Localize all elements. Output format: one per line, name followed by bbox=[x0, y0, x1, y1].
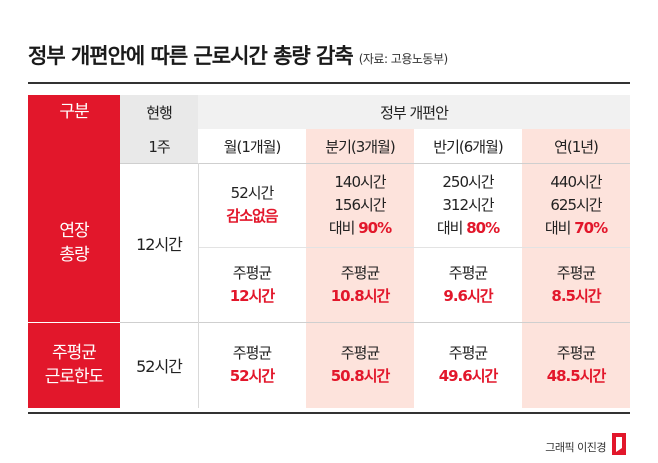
header-period-half: 반기(6개월) bbox=[414, 129, 522, 163]
header-category: 구분 bbox=[28, 95, 120, 129]
header-category-label: 구분 bbox=[59, 102, 89, 122]
overtime-total-month: 52시간 감소없음 bbox=[198, 163, 306, 247]
row-label-work-limit: 주평균 근로한도 bbox=[28, 322, 120, 408]
publisher-logo-icon bbox=[612, 433, 626, 455]
header-current: 현행 bbox=[120, 95, 198, 129]
header-category-cont bbox=[28, 129, 120, 163]
ratio-prefix: 대비 bbox=[328, 218, 359, 237]
weekly-avg-label: 주평균 bbox=[448, 344, 488, 362]
overtime-total-half: 250시간 312시간 대비 80% bbox=[414, 163, 522, 247]
row-divider bbox=[198, 247, 630, 248]
weekly-avg-value: 8.5시간 bbox=[551, 286, 601, 305]
header-government-label: 정부 개편안 bbox=[380, 103, 449, 122]
bottom-rule bbox=[28, 412, 630, 414]
header-current-label: 현행 bbox=[146, 103, 173, 122]
ratio-prefix: 대비 bbox=[436, 218, 467, 237]
overtime-current: 12시간 bbox=[120, 163, 198, 322]
header-period-month: 월(1개월) bbox=[198, 129, 306, 163]
total-hours-baseline: 312시간 bbox=[442, 195, 494, 214]
limit-weekly-half: 주평균 49.6시간 bbox=[414, 322, 522, 408]
header-period-label: 연(1년) bbox=[554, 137, 599, 156]
header-period-label: 반기(6개월) bbox=[433, 137, 503, 156]
row-label-line: 근로한도 bbox=[44, 367, 105, 387]
weekly-avg-label: 주평균 bbox=[448, 263, 488, 282]
total-hours: 250시간 bbox=[442, 172, 494, 191]
limit-current: 52시간 bbox=[120, 322, 198, 408]
total-hours-baseline: 156시간 bbox=[334, 195, 386, 214]
ratio-prefix: 대비 bbox=[544, 218, 575, 237]
weekly-avg-value: 48.5시간 bbox=[546, 367, 607, 385]
header-current-unit: 1주 bbox=[120, 129, 198, 163]
ratio-value: 80% bbox=[466, 218, 500, 237]
total-hours: 440시간 bbox=[550, 172, 602, 191]
row-label-overtime: 연장 총량 bbox=[28, 163, 120, 322]
label-divider bbox=[28, 322, 120, 323]
overtime-weekly-half: 주평균 9.6시간 bbox=[414, 247, 522, 322]
limit-weekly-year: 주평균 48.5시간 bbox=[522, 322, 630, 408]
ratio-value: 70% bbox=[574, 218, 608, 237]
total-hours: 52시간 bbox=[230, 184, 275, 202]
header-period-label: 분기(3개월) bbox=[325, 137, 395, 156]
header-government-plan: 정부 개편안 bbox=[198, 95, 630, 129]
weekly-avg-label: 주평균 bbox=[232, 344, 272, 362]
row-divider bbox=[120, 322, 630, 323]
overtime-weekly-month: 주평균 12시간 bbox=[198, 247, 306, 322]
weekly-avg-value: 10.8시간 bbox=[330, 286, 391, 305]
top-rule bbox=[28, 82, 630, 84]
ratio-value: 90% bbox=[358, 218, 392, 237]
weekly-avg-value: 12시간 bbox=[229, 286, 275, 305]
weekly-avg-label: 주평균 bbox=[556, 344, 596, 362]
limit-weekly-quarter: 주평균 50.8시간 bbox=[306, 322, 414, 408]
limit-current-value: 52시간 bbox=[136, 357, 183, 376]
row-label-line: 주평균 bbox=[52, 343, 97, 363]
header-current-unit-label: 1주 bbox=[148, 137, 170, 156]
weekly-avg-label: 주평균 bbox=[232, 263, 272, 282]
weekly-avg-label: 주평균 bbox=[556, 263, 596, 282]
chart-title-area: 정부 개편안에 따른 근로시간 총량 감축 (자료: 고용노동부) bbox=[28, 40, 448, 70]
header-period-quarter: 분기(3개월) bbox=[306, 129, 414, 163]
reduction-value: 감소없음 bbox=[226, 207, 278, 225]
row-label-line: 총량 bbox=[59, 244, 89, 265]
weekly-avg-value: 49.6시간 bbox=[438, 367, 499, 385]
row-label-line: 연장 bbox=[59, 220, 89, 241]
weekly-avg-value: 50.8시간 bbox=[330, 367, 391, 385]
total-hours-baseline: 625시간 bbox=[550, 195, 602, 214]
overtime-total-quarter: 140시간 156시간 대비 90% bbox=[306, 163, 414, 247]
weekly-avg-label: 주평균 bbox=[340, 263, 380, 282]
header-period-year: 연(1년) bbox=[522, 129, 630, 163]
source-note: (자료: 고용노동부) bbox=[358, 52, 449, 66]
overtime-total-year: 440시간 625시간 대비 70% bbox=[522, 163, 630, 247]
graphic-credit: 그래픽 이진경 bbox=[545, 441, 606, 454]
weekly-avg-value: 9.6시간 bbox=[443, 286, 493, 305]
weekly-avg-value: 52시간 bbox=[229, 367, 275, 385]
overtime-current-value: 12시간 bbox=[136, 234, 183, 254]
overtime-weekly-year: 주평균 8.5시간 bbox=[522, 247, 630, 322]
column-divider bbox=[198, 163, 199, 408]
header-period-label: 월(1개월) bbox=[223, 137, 282, 156]
overtime-weekly-quarter: 주평균 10.8시간 bbox=[306, 247, 414, 322]
total-hours: 140시간 bbox=[334, 172, 386, 191]
row-divider bbox=[120, 163, 630, 164]
limit-weekly-month: 주평균 52시간 bbox=[198, 322, 306, 408]
page-title: 정부 개편안에 따른 근로시간 총량 감축 bbox=[28, 44, 354, 68]
weekly-avg-label: 주평균 bbox=[340, 344, 380, 362]
